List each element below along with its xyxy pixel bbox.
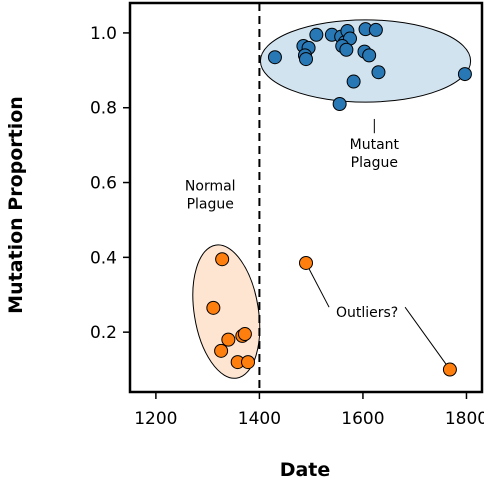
data-point bbox=[214, 343, 229, 358]
annotation-label: Outliers? bbox=[336, 305, 398, 321]
data-point bbox=[332, 96, 347, 111]
data-point bbox=[299, 255, 313, 270]
x-tick-label: 1200 bbox=[134, 409, 177, 429]
y-axis-title: Mutation Proportion bbox=[5, 96, 27, 314]
y-tick-label: 0.8 bbox=[90, 99, 117, 119]
data-point bbox=[362, 48, 377, 63]
annotation-label: Mutant Plague bbox=[350, 137, 400, 171]
data-point bbox=[442, 362, 457, 377]
y-tick-label: 1.0 bbox=[90, 24, 117, 44]
x-tick-label: 1600 bbox=[341, 409, 384, 429]
data-point bbox=[215, 252, 230, 267]
y-tick-label: 0.2 bbox=[90, 323, 117, 343]
data-point bbox=[371, 65, 386, 80]
x-tick-label: 1400 bbox=[238, 409, 281, 429]
cluster-ellipse-2 bbox=[192, 244, 261, 379]
data-point bbox=[457, 67, 472, 82]
data-point bbox=[368, 22, 383, 37]
y-tick-label: 0.6 bbox=[90, 174, 117, 194]
data-point bbox=[206, 300, 221, 315]
data-point bbox=[237, 327, 252, 342]
data-point bbox=[339, 42, 354, 57]
annotation-label: Normal Plague bbox=[185, 178, 236, 212]
y-tick-label: 0.4 bbox=[90, 248, 117, 268]
data-point bbox=[221, 332, 236, 347]
x-tick-label: 1800 bbox=[445, 409, 484, 429]
data-point bbox=[267, 50, 282, 65]
data-point bbox=[299, 52, 313, 67]
data-point bbox=[241, 355, 256, 370]
annotation-line bbox=[404, 306, 451, 370]
annotation-line bbox=[305, 262, 330, 308]
data-point bbox=[346, 74, 361, 89]
x-axis-title: Date bbox=[280, 459, 331, 481]
plot-frame bbox=[128, 1, 484, 394]
data-point bbox=[309, 27, 324, 42]
